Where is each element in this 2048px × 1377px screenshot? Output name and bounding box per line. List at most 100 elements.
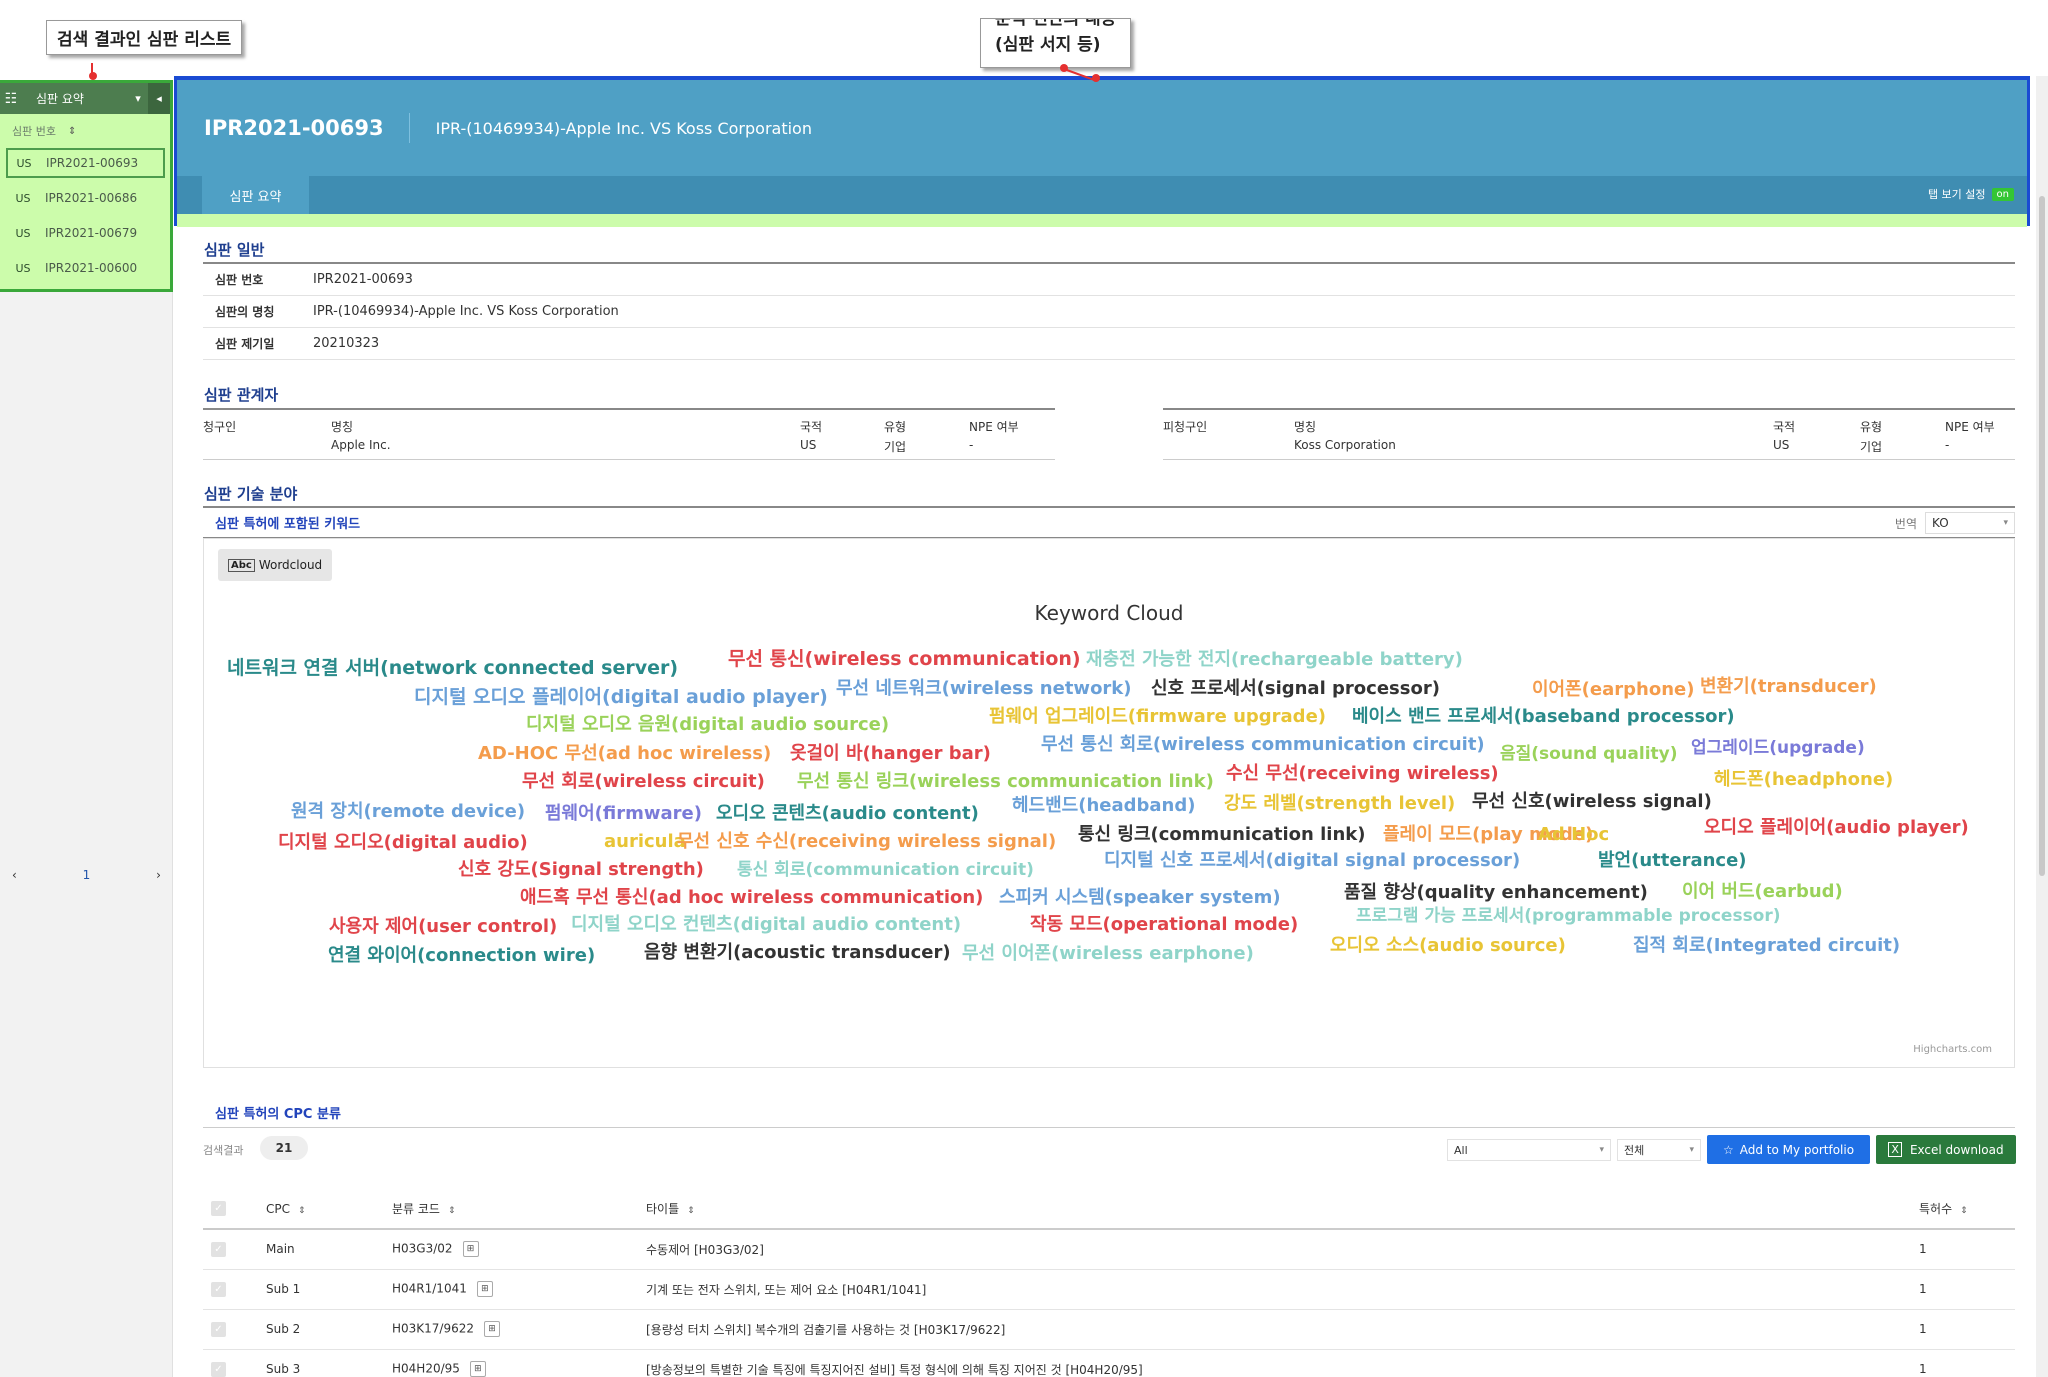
keyword-word[interactable]: 무선 신호(wireless signal) [1472, 791, 1712, 812]
column-header-code[interactable]: 분류 코드 ⇕ [392, 1189, 646, 1230]
callout-case-list: 검색 결과인 심판 리스트 [46, 20, 243, 55]
chevron-down-icon: ▾ [2003, 518, 2008, 528]
keyword-word[interactable]: 디지털 오디오(digital audio) [278, 832, 528, 853]
keyword-word[interactable]: 원격 장치(remote device) [291, 801, 525, 822]
keyword-word[interactable]: 변환기(transducer) [1700, 675, 1877, 697]
add-to-portfolio-button[interactable]: ☆ Add to My portfolio [1707, 1135, 1870, 1164]
keyword-word[interactable]: 헤드밴드(headband) [1012, 795, 1195, 816]
tab-summary[interactable]: 심판 요약 [202, 176, 309, 214]
keyword-word[interactable]: 스피커 시스템(speaker system) [999, 887, 1281, 908]
keyword-word[interactable]: 오디오 콘텐츠(audio content) [716, 803, 979, 824]
hierarchy-icon[interactable]: ⊞ [469, 1361, 486, 1377]
keyword-word[interactable]: 애드혹 무선 통신(ad hoc wireless communication) [520, 886, 983, 908]
sort-icon[interactable]: ⇕ [687, 1206, 695, 1216]
keyword-word[interactable]: 디지털 신호 프로세서(digital signal processor) [1104, 850, 1520, 871]
row-checkbox-cell[interactable]: ✓ [203, 1309, 266, 1350]
sidebar-title[interactable]: 심판 요약 [36, 92, 84, 106]
wordcloud-button[interactable]: Abc Wordcloud [218, 549, 333, 581]
keyword-word[interactable]: 네트워크 연결 서버(network connected server) [227, 657, 678, 679]
keyword-word[interactable]: 베이스 밴드 프로세서(baseband processor) [1352, 706, 1735, 727]
case-list-item[interactable]: US IPR2021-00679 [6, 218, 165, 248]
keyword-word[interactable]: 수신 무선(receiving wireless) [1226, 763, 1499, 784]
next-page-button[interactable]: › [156, 868, 161, 882]
keyword-word[interactable]: 프로그램 가능 프로세서(programmable processor) [1356, 906, 1781, 926]
keyword-word[interactable]: 품질 향상(quality enhancement) [1344, 882, 1648, 903]
select-all-checkbox[interactable]: ✓ [203, 1189, 266, 1230]
case-list-item[interactable]: US IPR2021-00600 [6, 253, 165, 283]
keyword-word[interactable]: 업그레이드(upgrade) [1691, 738, 1865, 758]
keyword-word[interactable]: 작동 모드(operational mode) [1030, 914, 1298, 935]
keyword-word[interactable]: auricula [604, 831, 686, 852]
keyword-word[interactable]: 디지털 오디오 플레이어(digital audio player) [414, 686, 828, 708]
keyword-word[interactable]: 통신 회로(communication circuit) [737, 860, 1034, 880]
keyword-word[interactable]: 무선 통신 회로(wireless communication circuit) [1041, 734, 1485, 755]
translate-dropdown[interactable]: KO ▾ [1925, 512, 2015, 534]
tab-view-setting[interactable]: 탭 보기 설정 on [1928, 186, 2014, 202]
keyword-word[interactable]: 신호 강도(Signal strength) [458, 859, 704, 880]
keyword-word[interactable]: 이어 버드(earbud) [1682, 881, 1843, 902]
translate-select[interactable]: 번역 KO ▾ [1895, 512, 2015, 534]
checkbox[interactable]: ✓ [211, 1321, 226, 1337]
excel-download-button[interactable]: X Excel download [1876, 1135, 2016, 1164]
keyword-word[interactable]: 연결 와이어(connection wire) [328, 945, 595, 966]
keyword-word[interactable]: 무선 네트워크(wireless network) [836, 677, 1132, 699]
keyword-word[interactable]: 플레이 모드(play mode) [1383, 824, 1593, 845]
keyword-word[interactable]: 사용자 제어(user control) [329, 916, 557, 937]
sort-icon[interactable]: ⇕ [1960, 1206, 1968, 1216]
tab-view-toggle[interactable]: on [1991, 187, 2014, 201]
filter-select-scope[interactable]: 전체 ▾ [1617, 1139, 1701, 1161]
keyword-word[interactable]: 신호 프로세서(signal processor) [1151, 678, 1440, 699]
keyword-word[interactable]: 무선 회로(wireless circuit) [522, 771, 765, 792]
keyword-word[interactable]: AD-HOC 무선(ad hoc wireless) [478, 743, 771, 764]
checkbox[interactable]: ✓ [211, 1201, 226, 1216]
hierarchy-icon[interactable]: ⊞ [476, 1281, 493, 1297]
row-checkbox-cell[interactable]: ✓ [203, 1229, 266, 1270]
keyword-word[interactable]: 오디오 소스(audio source) [1330, 935, 1566, 956]
chart-credits[interactable]: Highcharts.com [1913, 1044, 1992, 1055]
case-list-item[interactable]: US IPR2021-00686 [6, 183, 165, 213]
sort-icon[interactable]: ⇕ [298, 1205, 306, 1216]
keyword-word[interactable]: Ad Hoc [1538, 824, 1609, 845]
keyword-word[interactable]: 집적 회로(Integrated circuit) [1633, 935, 1900, 956]
keyword-word[interactable]: 헤드폰(headphone) [1714, 769, 1893, 790]
current-page[interactable]: 1 [82, 868, 91, 882]
keyword-word[interactable]: 통신 링크(communication link) [1078, 824, 1365, 845]
page-scrollbar[interactable] [2036, 76, 2048, 1377]
keyword-word[interactable]: 음질(sound quality) [1500, 743, 1678, 764]
keyword-word[interactable]: 펌웨어 업그레이드(firmware upgrade) [989, 706, 1326, 727]
keyword-word[interactable]: 무선 통신(wireless communication) [728, 648, 1081, 670]
checkbox[interactable]: ✓ [211, 1281, 226, 1297]
keyword-word[interactable]: 무선 이어폰(wireless earphone) [962, 943, 1254, 964]
keyword-word[interactable]: 디지털 오디오 음원(digital audio source) [526, 714, 889, 735]
sort-icon[interactable]: ⇕ [67, 125, 77, 137]
sidebar-sort[interactable]: 심판 번호 ⇕ [0, 114, 170, 148]
keyword-word[interactable]: 이어폰(earphone) [1532, 679, 1694, 700]
filter-select-all[interactable]: All ▾ [1447, 1139, 1611, 1161]
filter-icon[interactable]: ☷ [4, 90, 18, 107]
hierarchy-icon[interactable]: ⊞ [462, 1241, 479, 1258]
keyword-word[interactable]: 발언(utterance) [1598, 850, 1747, 871]
keyword-word[interactable]: 펌웨어(firmware) [545, 803, 702, 824]
checkbox[interactable]: ✓ [211, 1241, 226, 1257]
sort-icon[interactable]: ⇕ [447, 1206, 456, 1216]
case-list-item[interactable]: US IPR2021-00693 [6, 148, 165, 178]
prev-page-button[interactable]: ‹ [12, 868, 17, 882]
column-header-title[interactable]: 타이틀 ⇕ [646, 1189, 1919, 1230]
keyword-word[interactable]: 음향 변환기(acoustic transducer) [644, 941, 951, 963]
keyword-word[interactable]: 무선 신호 수신(receiving wireless signal) [677, 831, 1056, 852]
keyword-word[interactable]: 오디오 플레이어(audio player) [1704, 817, 1969, 838]
row-checkbox-cell[interactable]: ✓ [203, 1349, 266, 1377]
keyword-word[interactable]: 디지털 오디오 컨텐츠(digital audio content) [571, 914, 961, 935]
column-header-cpc[interactable]: CPC ⇕ [266, 1189, 392, 1230]
keyword-word[interactable]: 옷걸이 바(hanger bar) [790, 742, 991, 764]
row-checkbox-cell[interactable]: ✓ [203, 1269, 266, 1310]
scrollbar-thumb[interactable] [2039, 196, 2045, 876]
chevron-down-icon[interactable]: ▾ [135, 92, 141, 105]
column-header-count[interactable]: 특허수 ⇕ [1919, 1189, 2015, 1230]
checkbox[interactable]: ✓ [211, 1361, 226, 1377]
keyword-word[interactable]: 무선 통신 링크(wireless communication link) [797, 771, 1214, 792]
hierarchy-icon[interactable]: ⊞ [484, 1321, 501, 1337]
keyword-word[interactable]: 강도 레벨(strength level) [1224, 793, 1455, 814]
collapse-sidebar-button[interactable]: ◂ [148, 83, 170, 114]
keyword-word[interactable]: 재충전 가능한 전지(rechargeable battery) [1086, 649, 1463, 670]
